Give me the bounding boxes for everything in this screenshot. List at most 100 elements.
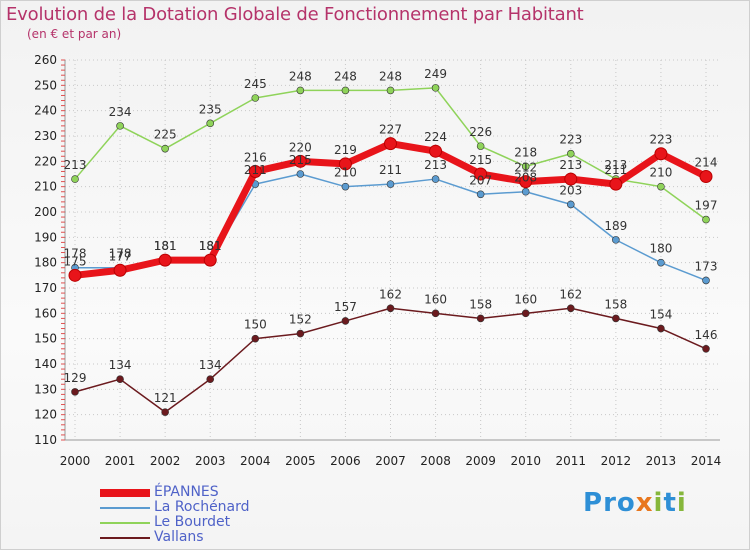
data-point <box>519 175 533 189</box>
data-point <box>521 187 530 196</box>
data-label: 211 <box>244 163 267 177</box>
data-label: 173 <box>695 259 718 273</box>
data-label: 207 <box>469 173 492 187</box>
data-point <box>293 154 307 168</box>
data-label: 213 <box>424 158 447 172</box>
data-point <box>702 276 710 285</box>
data-label: 181 <box>154 239 177 253</box>
data-point <box>116 375 124 384</box>
data-point <box>476 190 485 199</box>
legend-label: ÉPANNES <box>154 484 219 500</box>
proxiti-logo: Proxiti <box>583 488 687 518</box>
data-point <box>564 172 578 186</box>
data-point <box>699 170 713 184</box>
data-label: 175 <box>64 254 87 268</box>
data-label: 213 <box>559 158 582 172</box>
x-tick-label: 2002 <box>150 454 181 468</box>
data-point <box>609 177 623 191</box>
data-label: 162 <box>379 287 402 301</box>
y-tick-label: 230 <box>34 129 57 143</box>
legend-swatch <box>100 537 150 539</box>
y-tick-label: 140 <box>34 357 57 371</box>
data-label: 152 <box>289 313 312 327</box>
legend-label: La Rochénard <box>154 499 250 515</box>
data-label: 226 <box>469 125 492 139</box>
data-point <box>341 86 350 95</box>
data-point <box>386 304 395 313</box>
data-point <box>296 329 305 338</box>
data-label: 210 <box>649 166 672 180</box>
data-label: 160 <box>514 292 537 306</box>
data-label: 249 <box>424 67 447 81</box>
data-label: 158 <box>604 297 627 311</box>
data-point <box>206 119 215 128</box>
data-point <box>386 86 395 95</box>
data-label: 160 <box>424 292 447 306</box>
data-label: 181 <box>199 239 222 253</box>
series-layer <box>68 84 713 416</box>
data-point <box>113 263 127 277</box>
data-label: 248 <box>289 69 312 83</box>
x-tick-label: 2000 <box>60 454 91 468</box>
data-label: 178 <box>109 247 132 261</box>
data-point <box>384 137 397 151</box>
data-label: 218 <box>514 145 537 159</box>
data-point <box>251 334 260 343</box>
logo-letter: o <box>616 488 636 518</box>
legend-label: Le Bourdet <box>154 514 231 530</box>
x-tick-label: 2004 <box>240 454 271 468</box>
x-tick-label: 2008 <box>420 454 451 468</box>
data-point <box>206 375 215 384</box>
data-point <box>161 144 169 153</box>
axes: 110 120 130 140 150 160 170 180 190 200 210 220 230 2… <box>34 53 721 468</box>
data-point <box>612 236 620 244</box>
data-label: 197 <box>695 199 718 213</box>
data-label: 121 <box>154 391 177 405</box>
y-tick-label: 250 <box>34 78 57 92</box>
data-label: 210 <box>334 166 357 180</box>
data-label: 181 <box>154 239 177 253</box>
data-point <box>612 314 620 323</box>
data-label: 216 <box>244 150 267 164</box>
data-point <box>68 268 82 282</box>
data-label: 177 <box>109 249 132 263</box>
data-point <box>476 314 485 323</box>
data-point <box>566 200 575 209</box>
data-point <box>248 164 262 178</box>
data-point <box>71 175 79 183</box>
logo-letter: x <box>635 488 654 518</box>
data-label: 189 <box>604 219 627 233</box>
data-point <box>251 94 260 102</box>
logo-letter: t <box>663 488 677 518</box>
x-tick-label: 2003 <box>195 454 226 468</box>
data-label: 158 <box>469 297 492 311</box>
data-point <box>431 84 440 92</box>
legend-label: Vallans <box>154 529 204 545</box>
logo-letter: r <box>603 488 617 518</box>
data-label: 248 <box>334 69 357 83</box>
y-tick-label: 150 <box>34 332 57 346</box>
data-point <box>474 167 488 181</box>
chart-subtitle: (en € et par an) <box>27 27 122 41</box>
data-label: 157 <box>334 300 357 314</box>
data-label: 234 <box>109 105 132 119</box>
y-tick-label: 170 <box>34 281 57 295</box>
data-point <box>116 122 124 130</box>
data-labels: 129 134 121 134 150 152 157 162 160 158 160 162 158 1… <box>64 67 718 405</box>
y-tick-label: 240 <box>34 104 57 118</box>
y-tick-label: 130 <box>34 382 57 396</box>
x-tick-label: 2010 <box>510 454 541 468</box>
data-label: 219 <box>334 143 357 157</box>
data-point <box>386 180 395 188</box>
data-label: 215 <box>469 153 492 167</box>
data-label: 224 <box>424 130 447 144</box>
y-tick-label: 260 <box>34 53 57 67</box>
data-point <box>521 309 530 318</box>
x-tick-label: 2009 <box>465 454 496 468</box>
series-line-2 <box>74 87 707 221</box>
data-label: 211 <box>379 163 402 177</box>
data-point <box>657 324 665 333</box>
data-point <box>161 408 169 416</box>
data-point <box>657 182 665 191</box>
